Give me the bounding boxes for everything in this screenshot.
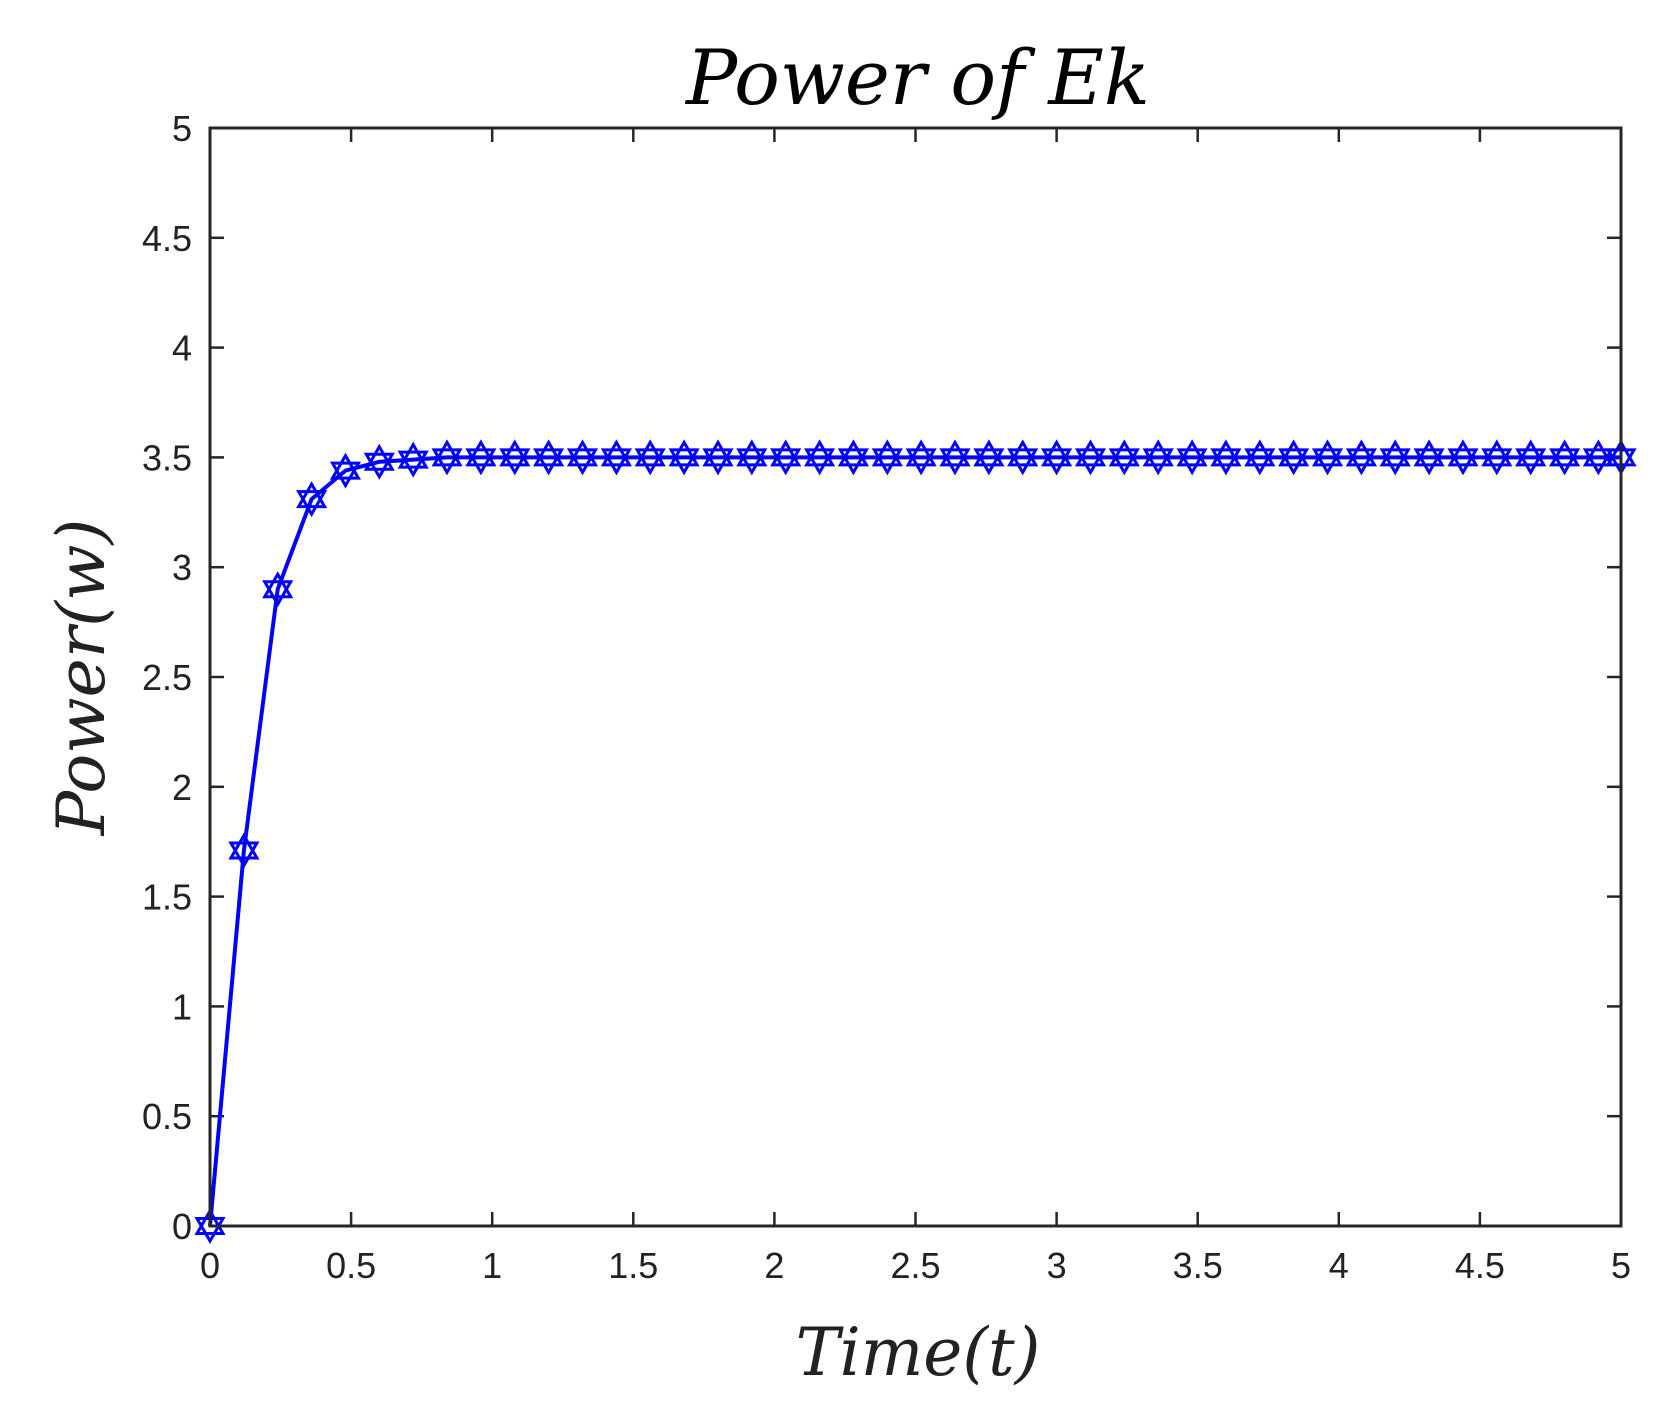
x-tick-label: 5 [1611,1245,1631,1286]
data-point-marker [1074,439,1107,476]
y-tick-label: 3.5 [142,437,192,478]
data-point-marker [770,439,802,476]
x-tick-label: 0 [200,1245,220,1286]
plot-series [194,439,1637,1244]
x-tick-label: 3 [1047,1245,1067,1286]
data-point-marker [363,443,395,480]
data-point-marker [668,439,700,476]
data-point-marker [1210,439,1242,476]
y-tick-label: 1.5 [142,877,192,918]
x-axis-ticks: 0 0.5 1 1.5 2 2.5 3 3.5 4 4.5 5 [200,128,1631,1286]
y-tick-label: 2.5 [142,657,192,698]
y-tick-label: 5 [172,108,192,149]
data-point-marker [939,439,971,476]
data-point-marker [804,439,836,476]
data-point-marker [296,481,328,518]
data-point-marker [1413,439,1445,476]
data-point-marker [736,439,768,476]
plot-frame [208,126,1623,1228]
data-point-marker [431,439,463,476]
y-tick-label: 1 [172,986,192,1027]
data-point-marker [228,832,260,869]
y-axis-ticks: 0 0.5 1 1.5 2 2.5 3 3.5 4 4.5 5 [142,108,1621,1247]
y-tick-label: 4 [172,328,192,369]
series-line [208,455,1621,1227]
y-tick-label: 2 [172,767,192,808]
x-tick-label: 1 [482,1245,502,1286]
data-point-marker [1515,439,1547,476]
data-point-marker [1108,439,1140,476]
data-point-marker [1007,439,1039,476]
data-point-marker [1379,439,1411,476]
data-point-marker [634,439,666,476]
data-point-marker [1345,439,1377,476]
data-point-marker [1311,439,1344,476]
data-point-marker [837,439,869,476]
data-point-marker [702,439,734,476]
data-point-marker [1176,439,1208,476]
x-axis-label: Time(t) [796,1314,1041,1391]
y-tick-label: 3 [172,547,192,588]
data-point-marker [566,439,599,476]
data-point-marker [329,452,361,489]
data-point-marker [1447,439,1479,476]
data-point-marker [499,439,531,476]
x-tick-label: 3.5 [1173,1245,1223,1286]
data-point-marker [600,439,632,476]
data-point-marker [1142,439,1174,476]
x-tick-label: 2.5 [890,1245,940,1286]
data-point-marker [1582,439,1614,476]
data-point-marker [465,439,497,476]
x-tick-label: 4.5 [1455,1245,1505,1286]
data-point-marker [871,439,903,476]
data-point-marker [262,571,294,608]
y-tick-label: 0.5 [142,1096,192,1137]
data-point-marker [973,439,1005,476]
x-tick-label: 2 [764,1245,784,1286]
data-point-marker [1481,439,1513,476]
chart-title: Power of Ek [684,33,1150,122]
y-axis-label: Power(w) [43,519,120,837]
data-point-marker [1278,439,1310,476]
data-point-marker [905,439,937,476]
data-point-marker [397,441,429,478]
data-point-marker [1549,439,1581,476]
data-point-marker [533,439,565,476]
data-point-marker [1244,439,1276,476]
x-tick-label: 4 [1329,1245,1349,1286]
y-tick-label: 4.5 [142,218,192,259]
y-tick-label: 0 [172,1206,192,1247]
x-tick-label: 1.5 [608,1245,658,1286]
data-point-marker [1041,439,1073,476]
x-tick-label: 0.5 [326,1245,376,1286]
